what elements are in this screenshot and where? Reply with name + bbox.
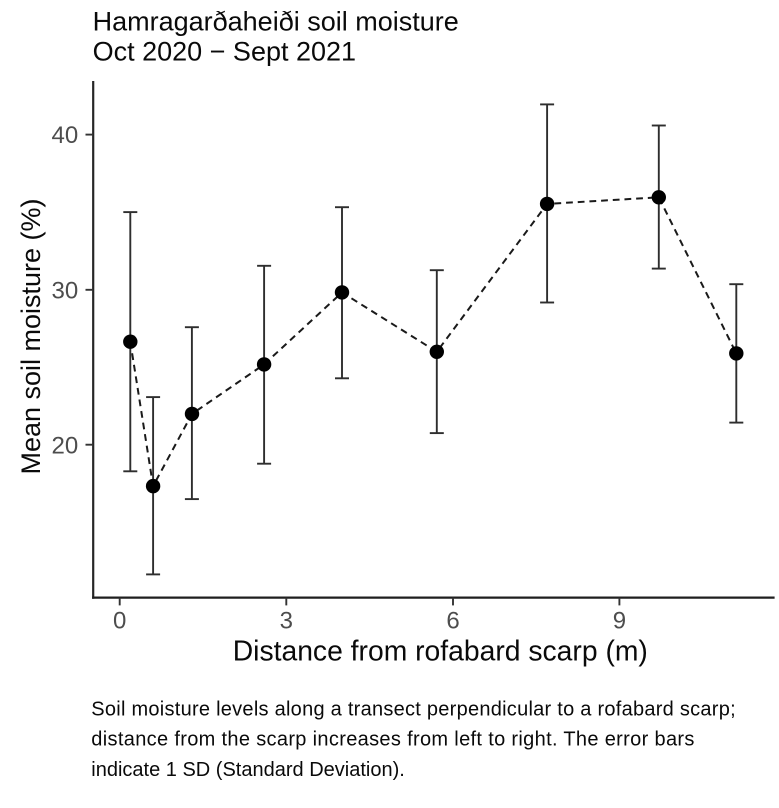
svg-text:Hamragarðaheiði soil moisture: Hamragarðaheiði soil moisture [93,7,459,37]
svg-text:6: 6 [446,607,459,634]
svg-text:Soil moisture levels along a t: Soil moisture levels along a transect pe… [91,698,736,720]
svg-text:Mean soil moisture (%): Mean soil moisture (%) [16,198,46,474]
svg-text:40: 40 [51,122,78,149]
svg-text:9: 9 [613,607,626,634]
svg-text:Oct 2020 − Sept 2021: Oct 2020 − Sept 2021 [93,36,356,66]
svg-text:30: 30 [51,277,78,304]
svg-text:distance from the scarp increa: distance from the scarp increases from l… [91,729,694,751]
svg-text:Distance from rofabard scarp (: Distance from rofabard scarp (m) [233,634,648,666]
svg-text:indicate 1 SD (Standard Deviat: indicate 1 SD (Standard Deviation). [91,759,405,781]
svg-text:0: 0 [113,607,126,634]
svg-text:20: 20 [51,432,78,459]
svg-text:3: 3 [280,607,293,634]
